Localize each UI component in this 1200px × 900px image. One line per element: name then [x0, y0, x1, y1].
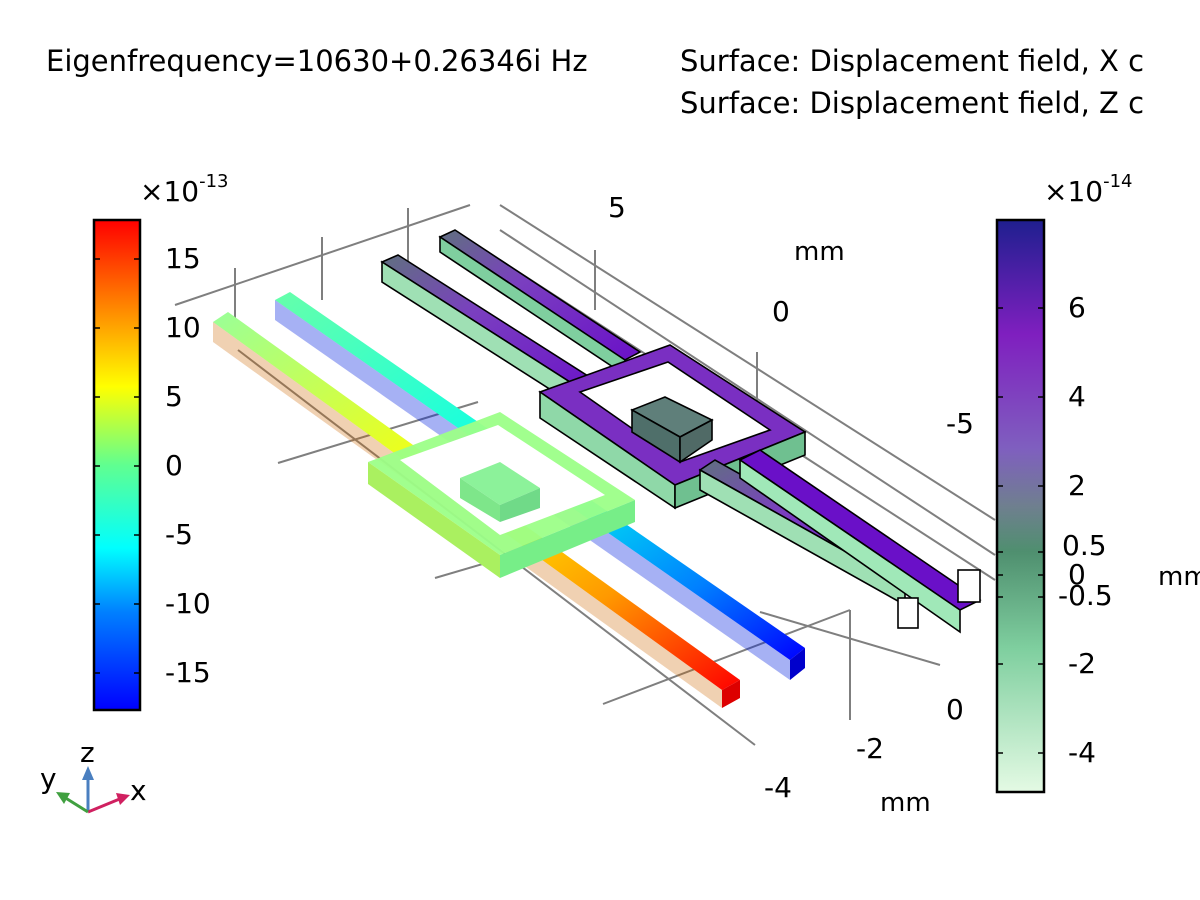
x-component-structure [213, 292, 805, 708]
y-axis-tick: -5 [946, 407, 974, 440]
triad-y-label: y [40, 762, 57, 795]
colorbar-right-tick: 2 [1068, 469, 1086, 502]
colorbar-right-tick: 0.5 [1062, 529, 1107, 562]
colorbar-left-exponent: ×10-13 [140, 171, 229, 208]
colorbar-left-tick: -10 [165, 587, 211, 620]
eigenfrequency-title: Eigenfrequency=10630+0.26346i Hz [46, 44, 588, 78]
x-axis-unit: mm [880, 788, 931, 818]
colorbar-right-tick: -0.5 [1058, 579, 1113, 612]
triad-x-label: x [130, 774, 147, 807]
colorbar-left-ticks [94, 258, 140, 674]
colorbar-left-tick: 15 [165, 242, 201, 275]
x-axis-tick: -2 [856, 732, 884, 765]
colorbar-left-tick: -15 [165, 656, 211, 689]
surface-x-title: Surface: Displacement field, X c [680, 44, 1145, 78]
colorbar-right [995, 218, 1046, 794]
triad-z-label: z [80, 736, 95, 769]
colorbar-right-tick: 6 [1068, 291, 1086, 324]
colorbar-right-tick: -2 [1068, 647, 1096, 680]
y-axis-tick: 0 [772, 295, 790, 328]
colorbar-right-tick: 0 [1068, 558, 1086, 591]
x-axis-tick: -4 [764, 771, 792, 804]
z-component-structure [380, 229, 982, 634]
colorbar-left-tick: 5 [165, 380, 183, 413]
y-axis-tick: 5 [608, 191, 626, 224]
colorbar-left [92, 218, 142, 712]
colorbar-right-tick: 4 [1068, 380, 1086, 413]
colorbar-right-tick: -4 [1068, 736, 1096, 769]
x-axis-tick: 0 [946, 693, 964, 726]
colorbar-left-tick: -5 [165, 518, 193, 551]
z-axis-unit: mm [1158, 562, 1200, 592]
y-axis-unit: mm [794, 237, 845, 267]
axis-triad [56, 766, 130, 814]
colorbar-right-ticks [997, 307, 1044, 754]
colorbar-left-tick: 10 [165, 311, 201, 344]
surface-z-title: Surface: Displacement field, Z c [680, 86, 1145, 120]
colorbar-left-tick: 0 [165, 449, 183, 482]
colorbar-right-exponent: ×10-14 [1044, 171, 1133, 208]
